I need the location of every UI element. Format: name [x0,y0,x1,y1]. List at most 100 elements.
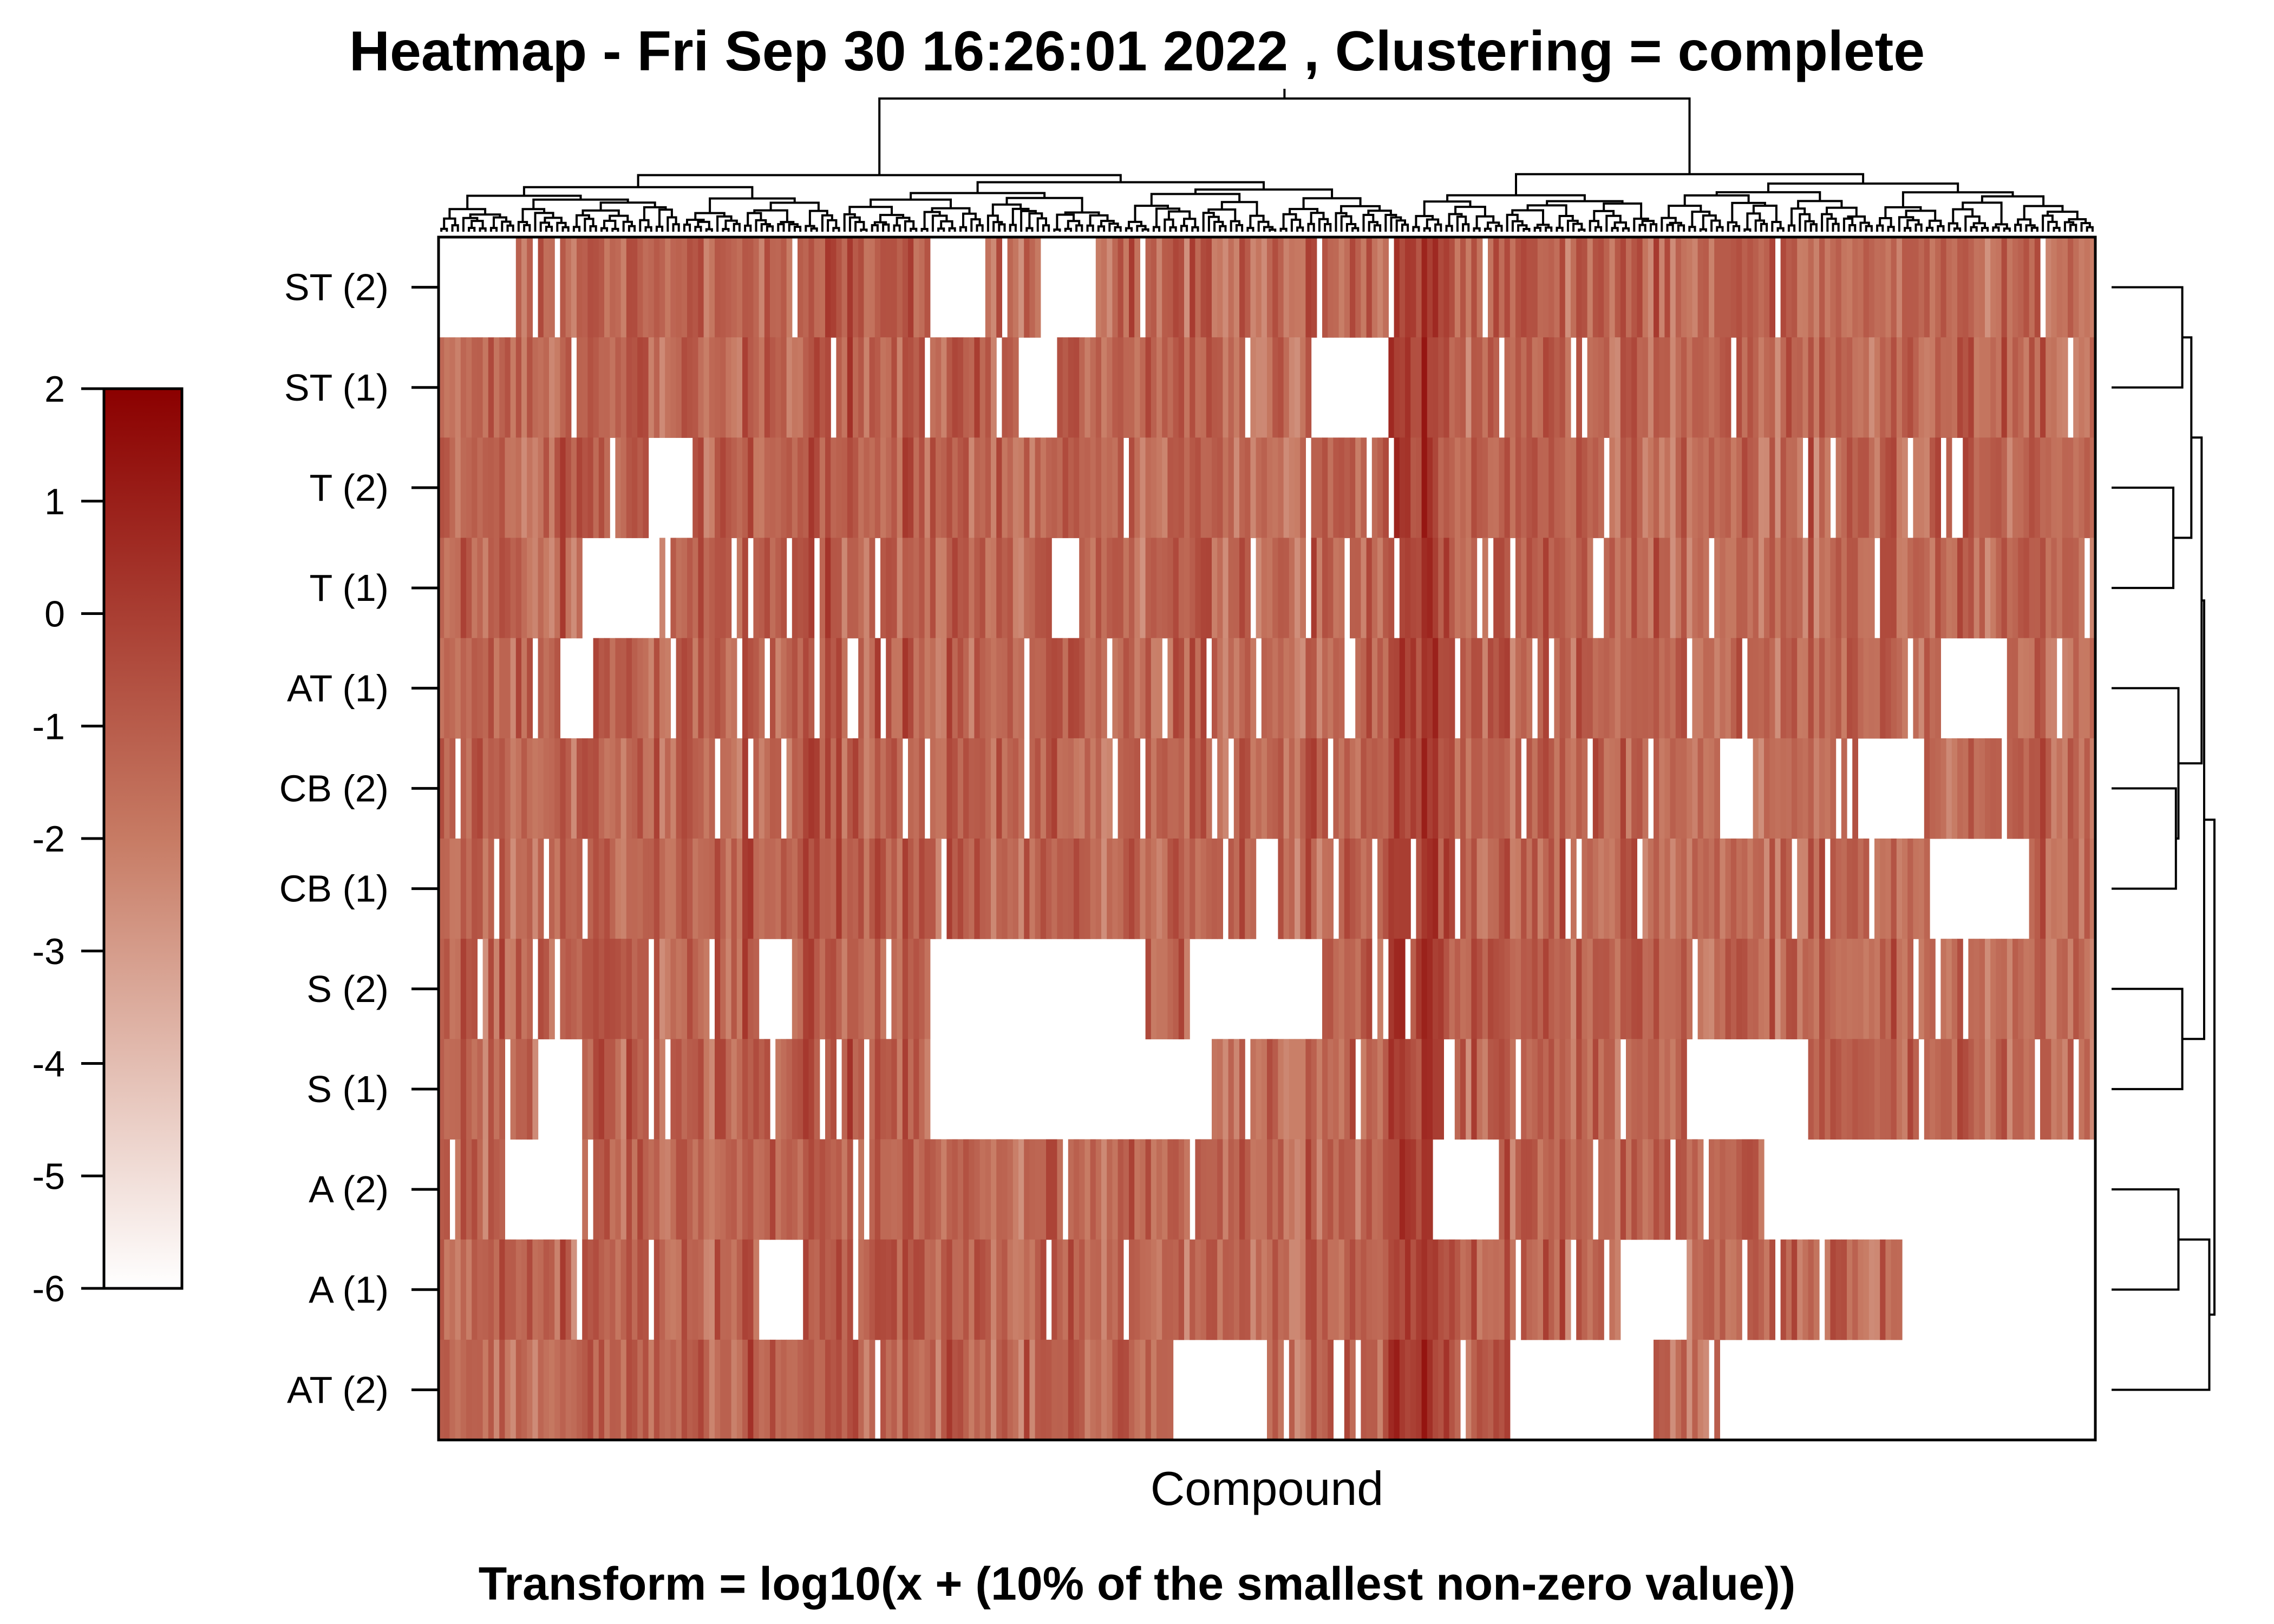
heatmap-cell [1233,437,1240,539]
heatmap-cell [808,1139,815,1240]
heatmap-cell [902,939,909,1039]
heatmap-cell [1730,839,1737,939]
heatmap-cell [2046,538,2051,639]
heatmap-cell [1896,538,1903,639]
heatmap-cell [1802,237,1809,338]
heatmap-cell [565,839,572,939]
heatmap-cell [1140,638,1146,739]
heatmap-cell [1598,839,1604,939]
heatmap-cell [1907,337,1913,438]
heatmap-cell [996,839,1002,939]
heatmap-cell [1051,1339,1057,1440]
heatmap-cell [1129,337,1135,438]
heatmap-cell [1703,638,1709,739]
heatmap-cell [2062,237,2068,338]
heatmap-cell [1654,538,1659,639]
heatmap-cell [1399,638,1406,739]
heatmap-cell [1504,839,1511,939]
heatmap-cell [1565,1039,1571,1140]
heatmap-cell [1830,1039,1837,1140]
heatmap-cell [1730,437,1737,539]
heatmap-cell [1295,1039,1301,1140]
heatmap-cell [808,939,815,1039]
heatmap-cell [1316,1239,1323,1340]
heatmap-cell [1018,1139,1024,1240]
heatmap-cell [1278,437,1284,539]
heatmap-cell [1482,939,1488,1039]
heatmap-cell [836,939,842,1039]
heatmap-cell [687,1039,693,1140]
heatmap-cell [1250,437,1257,539]
heatmap-cell [869,1139,875,1240]
heatmap-cell [952,437,958,539]
heatmap-cell [1609,1039,1616,1140]
heatmap-cell [1902,839,1908,939]
heatmap-cell [1808,538,1814,639]
heatmap-cell [1040,839,1047,939]
heatmap-cell [897,337,903,438]
heatmap-cell [858,437,864,539]
heatmap-cell [1200,839,1207,939]
heatmap-cell [1355,939,1361,1039]
heatmap-cell [1388,1039,1395,1140]
heatmap-cell [582,939,588,1039]
heatmap-cell [1156,437,1162,539]
heatmap-cell [1212,1139,1218,1240]
heatmap-cell [698,538,704,639]
heatmap-cell [1466,738,1472,839]
heatmap-cell [610,1039,616,1140]
heatmap-cell [908,237,914,338]
heatmap-cell [1427,1239,1433,1340]
heatmap-cell [654,1339,660,1440]
heatmap-cell [444,1339,450,1440]
heatmap-cell [841,1339,848,1440]
heatmap-cell [1007,638,1014,739]
heatmap-cell [1847,939,1853,1039]
column-dendrogram-link [878,97,1691,175]
heatmap-cell [1940,738,1947,839]
heatmap-cell [858,1039,864,1140]
heatmap-cell [1714,538,1720,639]
heatmap-cell [1377,538,1383,639]
heatmap-cell [1322,939,1328,1039]
heatmap-cell [477,1039,483,1140]
heatmap-cell [665,1339,671,1440]
heatmap-cell [1118,337,1124,438]
heatmap-cell [1278,237,1284,338]
heatmap-cell [1687,437,1693,539]
heatmap-cell [482,1339,489,1440]
heatmap-cell [1471,738,1478,839]
heatmap-cell [1377,638,1383,739]
heatmap-cell [659,638,665,739]
heatmap-cell [1261,1039,1267,1140]
heatmap-cell [952,1139,958,1240]
heatmap-cell [775,538,781,639]
heatmap-cell [1609,437,1616,539]
heatmap-cell [1184,538,1190,639]
heatmap-cell [930,538,936,639]
heatmap-cell [2079,738,2085,839]
heatmap-cell [1526,1039,1533,1140]
column-dendrogram-link [1688,226,1696,232]
heatmap-cell [1880,939,1886,1039]
heatmap-cell [1730,538,1737,639]
heatmap-cell [1140,839,1146,939]
heatmap-cell [1963,237,1969,338]
heatmap-cell [1526,437,1533,539]
colorbar-tick-label: -1 [32,706,65,747]
heatmap-cell [615,1039,622,1140]
heatmap-cell [477,437,483,539]
heatmap-cell [1476,337,1483,438]
heatmap-cell [538,538,544,639]
heatmap-cell [1162,939,1168,1039]
heatmap-cell [1543,337,1549,438]
heatmap-cell [880,437,886,539]
heatmap-cell [1565,1239,1571,1340]
heatmap-cell [1371,738,1378,839]
heatmap-cell [1792,939,1798,1039]
heatmap-cell [864,638,870,739]
heatmap-cell [1753,939,1759,1039]
heatmap-cell [798,1139,803,1240]
heatmap-cell [439,939,445,1039]
column-dendrogram-link [1302,197,1362,209]
